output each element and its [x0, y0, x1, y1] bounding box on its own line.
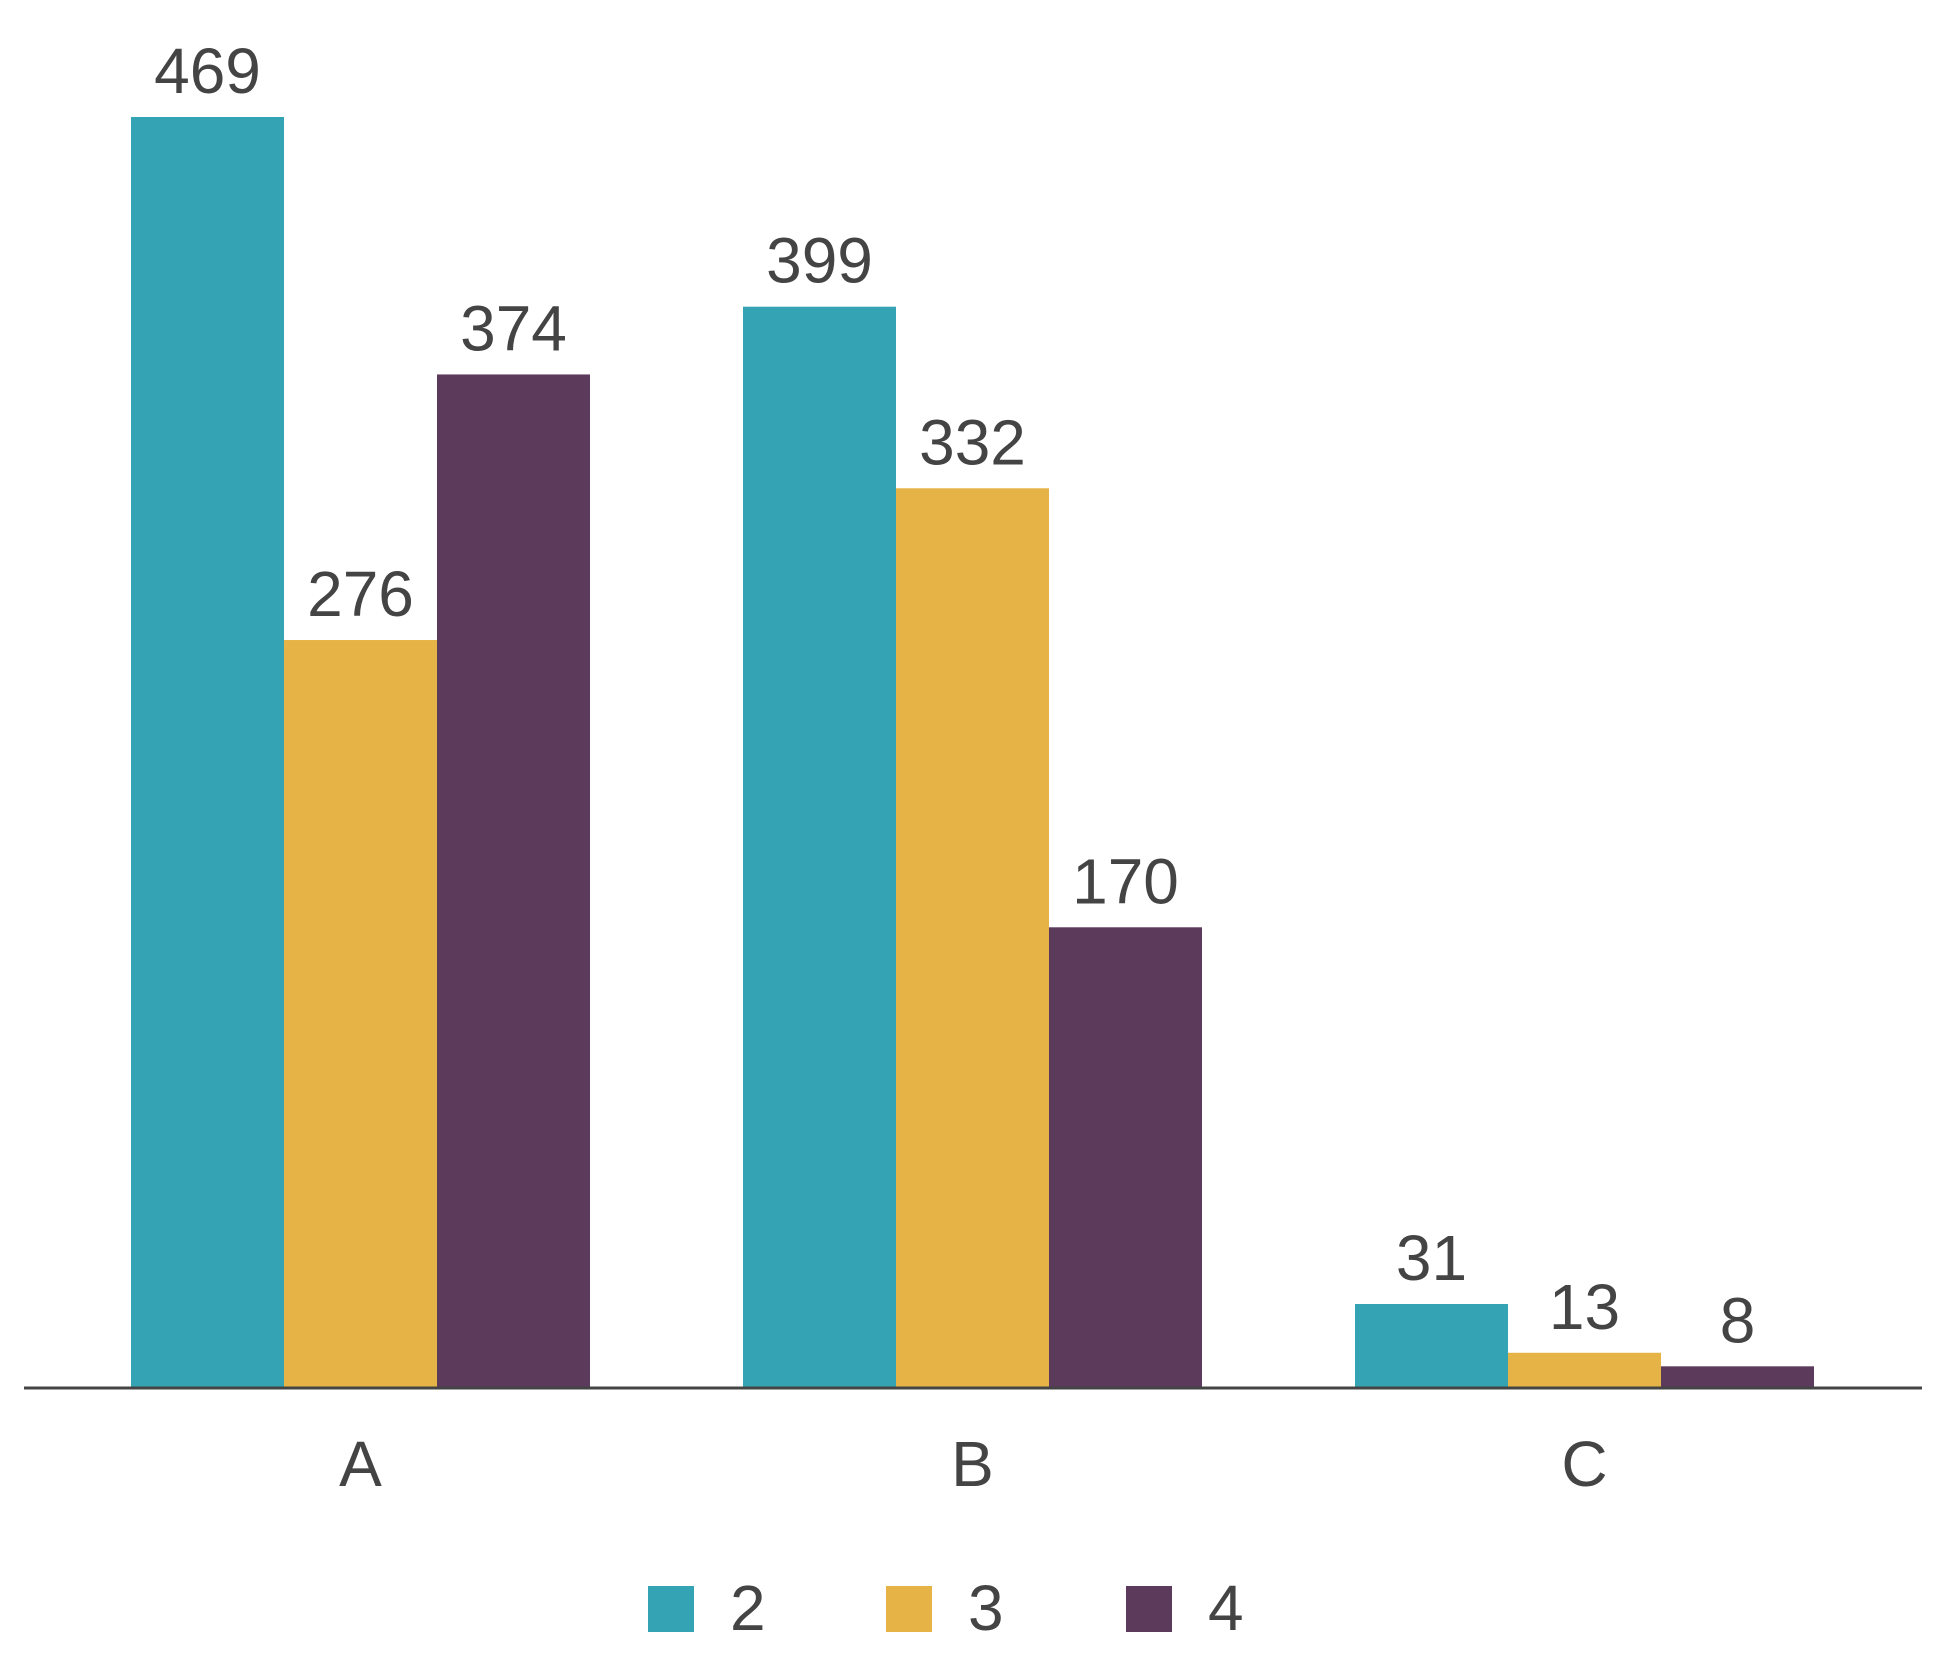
legend-swatch-series-3: [886, 1586, 932, 1632]
data-label-A-series-2: 469: [154, 35, 261, 107]
data-label-A-series-3: 276: [307, 558, 414, 630]
legend-label-series-4: 4: [1208, 1572, 1244, 1644]
data-label-C-series-2: 31: [1396, 1222, 1467, 1294]
legend-swatch-series-4: [1126, 1586, 1172, 1632]
x-tick-label-A: A: [339, 1428, 382, 1500]
bar-B-series-3: [896, 488, 1049, 1388]
data-label-C-series-4: 8: [1720, 1284, 1756, 1356]
bars-layer: [131, 117, 1814, 1388]
legend-label-series-2: 2: [730, 1572, 766, 1644]
legend: 2 3 4: [648, 1572, 1244, 1644]
bar-A-series-2: [131, 117, 284, 1388]
legend-label-series-3: 3: [968, 1572, 1004, 1644]
data-label-B-series-2: 399: [766, 225, 873, 297]
data-label-A-series-4: 374: [460, 292, 567, 364]
bar-C-series-4: [1661, 1366, 1814, 1388]
bar-C-series-3: [1508, 1352, 1661, 1388]
data-labels-layer: 469 276 374 399 332 170 31 13 8: [154, 35, 1755, 1356]
bar-B-series-2: [743, 306, 896, 1388]
bar-A-series-4: [437, 374, 590, 1388]
data-label-C-series-3: 13: [1549, 1271, 1620, 1343]
x-tick-labels: A B C: [339, 1428, 1607, 1500]
data-label-B-series-4: 170: [1072, 845, 1179, 917]
legend-swatch-series-2: [648, 1586, 694, 1632]
x-tick-label-C: C: [1561, 1428, 1607, 1500]
data-label-B-series-3: 332: [919, 406, 1026, 478]
bar-B-series-4: [1049, 927, 1202, 1388]
bar-C-series-2: [1355, 1303, 1508, 1388]
x-tick-label-B: B: [951, 1428, 994, 1500]
bar-A-series-3: [284, 640, 437, 1388]
